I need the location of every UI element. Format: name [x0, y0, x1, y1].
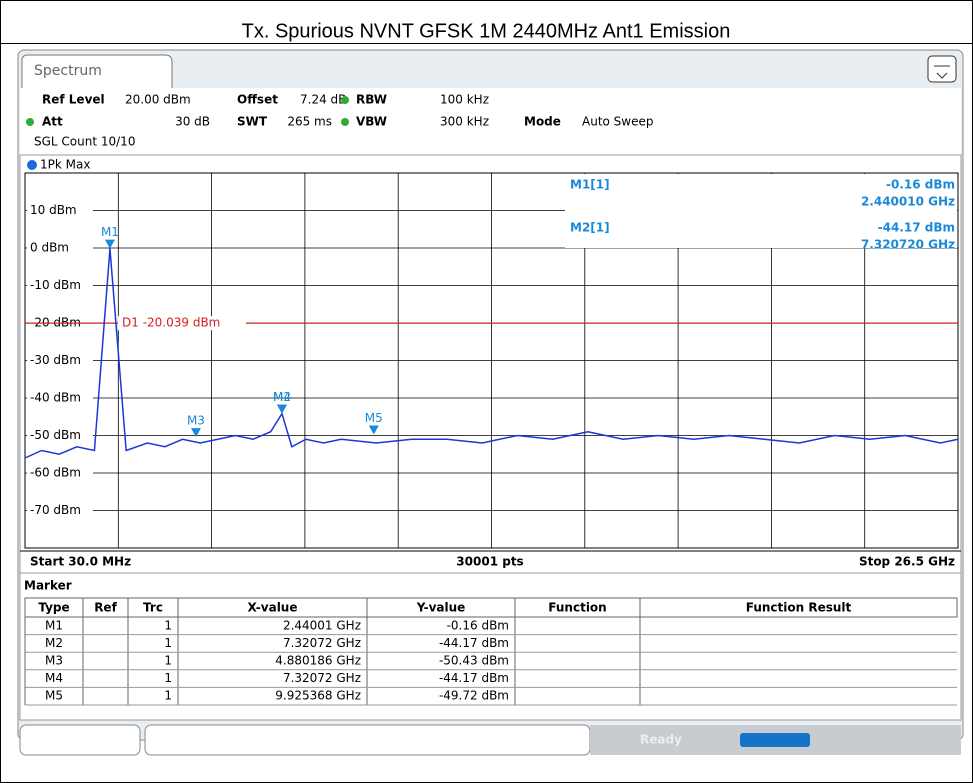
setting-label: SWT [237, 115, 268, 129]
marker-name: M1 [101, 225, 119, 239]
tab-shape[interactable] [21, 54, 173, 88]
tick-label-bg [27, 466, 93, 480]
marker [190, 428, 201, 438]
readout-level: -0.16 dBm [886, 178, 955, 192]
cell: 7.32072 GHz [283, 671, 361, 685]
cell: 2.44001 GHz [283, 618, 361, 632]
column-header: Ref [94, 601, 117, 615]
title: Tx. Spurious NVNT GFSK 1M 2440MHz Ant1 E… [242, 20, 731, 42]
marker-name: M4 [273, 390, 291, 404]
setting-label: VBW [356, 115, 387, 129]
threshold-label-bg [118, 316, 246, 331]
readout-name: M1[1] [570, 178, 610, 192]
y-tick-label: 0 dBm [30, 241, 69, 255]
marker [276, 404, 287, 414]
setting-label: Ref Level [42, 93, 105, 107]
setting-value: 300 kHz [440, 115, 489, 129]
y-tick-label: -50 dBm [30, 428, 81, 442]
readout-box [565, 174, 957, 248]
cell: 1 [164, 618, 172, 632]
x-start: Start 30.0 MHz [30, 555, 131, 569]
y-tick-label: -30 dBm [30, 353, 81, 367]
cell: -50.43 dBm [439, 654, 509, 668]
x-stop: Stop 26.5 GHz [859, 555, 955, 569]
column-header: Function [548, 601, 606, 615]
setting-value: 265 ms [287, 115, 332, 129]
tick-label-bg [27, 391, 93, 405]
cell: M4 [45, 671, 63, 685]
readout-freq: 2.440010 GHz [861, 195, 955, 209]
threshold-label: D1 -20.039 dBm [122, 316, 220, 330]
tab[interactable]: Spectrum [34, 63, 102, 79]
marker [368, 425, 379, 435]
status-field [144, 724, 591, 756]
x-points: 30001 pts [456, 555, 523, 569]
setting-label: RBW [356, 93, 387, 107]
y-tick-label: -40 dBm [30, 391, 81, 405]
setting-label: Mode [524, 115, 561, 129]
tick-label-bg [27, 503, 93, 518]
cell: 1 [164, 636, 172, 650]
cell: M1 [45, 618, 63, 632]
cell: -44.17 dBm [439, 636, 509, 650]
table-title: Marker [24, 579, 72, 593]
cell: M3 [45, 654, 63, 668]
column-header: X-value [248, 601, 298, 615]
column-header: Function Result [746, 601, 852, 615]
tick-label-bg [27, 353, 93, 368]
menu-icon [934, 65, 950, 79]
tick-label-bg [27, 241, 93, 255]
sweep-count: SGL Count 10/10 [34, 135, 135, 149]
cell: 4.880186 GHz [275, 654, 361, 668]
setting-value: 20.00 dBm [125, 93, 191, 107]
indicator [26, 118, 34, 126]
column-header: Trc [143, 601, 163, 615]
y-tick-label: -20 dBm [30, 316, 81, 330]
y-tick-label: -10 dBm [30, 278, 81, 292]
marker-name: M5 [365, 411, 383, 425]
setting-value: 30 dB [175, 115, 210, 129]
marker [104, 239, 115, 249]
cell: 1 [164, 689, 172, 703]
indicator [341, 96, 349, 104]
cell: -49.72 dBm [439, 689, 509, 703]
y-tick-label: -70 dBm [30, 503, 81, 517]
status-field [19, 724, 141, 756]
setting-value: 100 kHz [440, 93, 489, 107]
cell: 1 [164, 671, 172, 685]
cell: M2 [45, 636, 63, 650]
readout-freq: 7.320720 GHz [861, 238, 955, 252]
status: Ready [640, 733, 682, 747]
trace [24, 248, 959, 459]
cell: -44.17 dBm [439, 671, 509, 685]
cell: 9.925368 GHz [275, 689, 361, 703]
setting-value: 7.24 dB [300, 93, 346, 107]
cell: 7.32072 GHz [283, 636, 361, 650]
menu-button[interactable] [927, 55, 957, 83]
progress [740, 733, 810, 747]
column-header: Y-value [416, 601, 466, 615]
y-tick-label: 10 dBm [30, 203, 77, 217]
marker-name: M3 [187, 414, 205, 428]
readout-name: M2[1] [570, 221, 610, 235]
setting-value: Auto Sweep [582, 115, 654, 129]
cell: -0.16 dBm [447, 618, 509, 632]
marker-name: M2 [273, 390, 291, 404]
column-header: Type [38, 601, 69, 615]
readout-level: -44.17 dBm [878, 221, 955, 235]
tick-label-bg [27, 428, 93, 443]
setting-label: Offset [237, 93, 278, 107]
tick-label-bg [27, 278, 93, 293]
y-tick-label: -60 dBm [30, 466, 81, 480]
cell: 1 [164, 654, 172, 668]
trace-label: 1Pk Max [40, 158, 90, 172]
trace-indicator [27, 160, 37, 170]
setting-label: Att [42, 115, 63, 129]
indicator [341, 118, 349, 126]
settings-panel [20, 88, 961, 155]
cell: M5 [45, 689, 63, 703]
tick-label-bg [27, 203, 93, 218]
